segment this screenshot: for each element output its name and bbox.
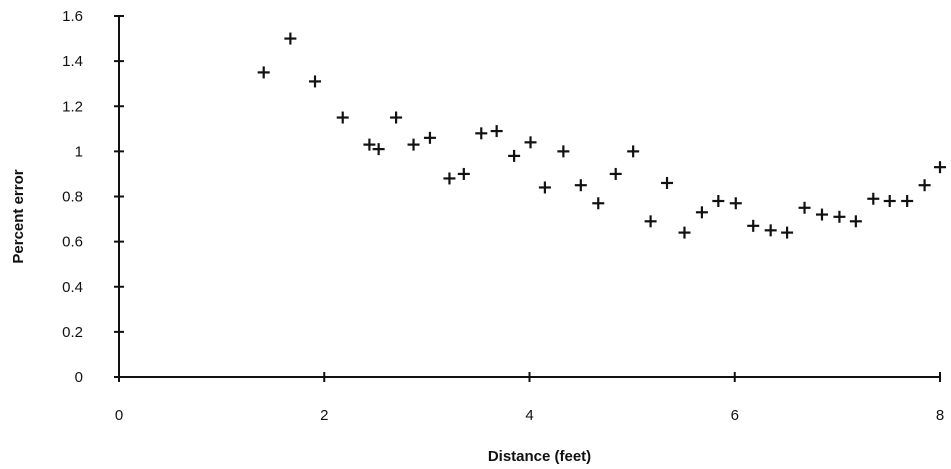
data-point xyxy=(592,197,605,210)
data-point xyxy=(798,201,811,214)
y-tick-label: 0.6 xyxy=(62,234,83,251)
data-point xyxy=(867,192,880,205)
data-point xyxy=(423,131,436,144)
data-point xyxy=(524,136,537,149)
x-tick-label: 8 xyxy=(936,407,944,424)
data-point xyxy=(475,127,488,140)
y-axis-title: Percent error xyxy=(10,169,27,263)
y-tick-label: 0.8 xyxy=(62,189,83,206)
data-point xyxy=(490,125,503,138)
data-point xyxy=(815,208,828,221)
data-point xyxy=(764,224,777,237)
y-tick-label: 1.4 xyxy=(62,53,83,70)
data-point xyxy=(284,32,297,45)
data-point xyxy=(609,167,622,180)
data-point xyxy=(747,219,760,232)
data-point xyxy=(372,143,385,156)
y-tick-label: 0.2 xyxy=(62,324,83,341)
x-tick-label: 4 xyxy=(525,407,533,424)
x-tick-label: 0 xyxy=(115,407,123,424)
data-points xyxy=(257,32,946,239)
data-point xyxy=(627,145,640,158)
data-point xyxy=(508,149,521,162)
data-point xyxy=(257,66,270,79)
x-axis-ticks: 0 2 4 6 8 xyxy=(115,372,944,424)
y-axis-ticks: 0 0.2 0.4 0.6 0.8 1 1.2 1.4 1.6 xyxy=(62,8,124,386)
y-tick-label: 0.4 xyxy=(62,279,83,296)
data-point xyxy=(883,195,896,208)
data-point xyxy=(678,226,691,239)
data-point xyxy=(443,172,456,185)
data-point xyxy=(336,111,349,124)
data-point xyxy=(574,179,587,192)
data-point xyxy=(661,176,674,189)
data-point xyxy=(363,138,376,151)
data-point xyxy=(390,111,403,124)
x-tick-label: 6 xyxy=(731,407,739,424)
x-tick-label: 2 xyxy=(320,407,328,424)
data-point xyxy=(849,215,862,228)
x-axis-title: Distance (feet) xyxy=(488,448,591,465)
data-point xyxy=(695,206,708,219)
data-point xyxy=(309,75,322,88)
data-point xyxy=(644,215,657,228)
data-point xyxy=(781,226,794,239)
data-point xyxy=(712,195,725,208)
data-point xyxy=(901,195,914,208)
y-tick-label: 1.2 xyxy=(62,98,83,115)
data-point xyxy=(557,145,570,158)
data-point xyxy=(918,179,931,192)
data-point xyxy=(407,138,420,151)
y-tick-label: 0 xyxy=(75,369,83,386)
data-point xyxy=(457,167,470,180)
data-point xyxy=(934,161,946,174)
data-point xyxy=(833,210,846,223)
y-tick-label: 1.6 xyxy=(62,8,83,25)
y-tick-label: 1 xyxy=(75,143,83,160)
data-point xyxy=(729,197,742,210)
data-point xyxy=(538,181,551,194)
